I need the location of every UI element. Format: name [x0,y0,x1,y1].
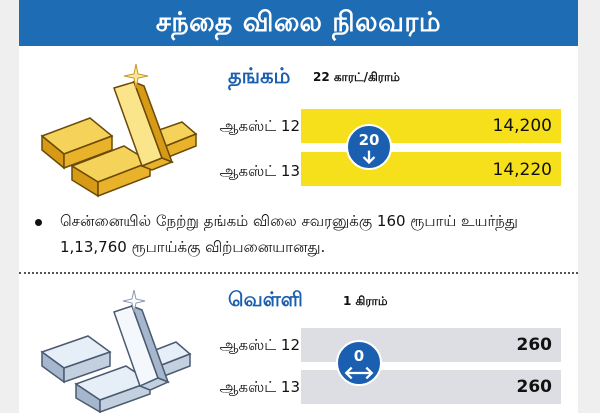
arrow-down-icon [362,150,376,165]
silver-change-badge: 0 [336,340,382,386]
silver-title: வெள்ளி [228,287,303,311]
silver-price-1: 260 [516,335,553,355]
gold-bar-row-2 [301,152,561,186]
section-divider [19,272,578,274]
page-title: சந்தை விலை நிலவரம் [155,7,442,38]
gold-note-text: சென்னையில் நேற்று தங்கம் விலை சவரனுக்கு … [60,212,518,256]
gold-change-badge: 20 [346,124,392,170]
silver-date-2: ஆகஸ்ட் 13 [219,378,300,396]
gold-change-value: 20 [358,131,380,149]
gold-unit: 22 காரட்/கிராம் [313,70,400,84]
gold-date-2: ஆகஸ்ட் 13 [219,162,300,180]
header-banner: சந்தை விலை நிலவரம் [19,0,578,46]
arrow-left-right-icon [344,366,374,380]
bullet-icon [35,208,47,234]
gold-title: தங்கம் [228,64,291,88]
gold-date-1: ஆகஸ்ட் 12 [219,117,300,135]
silver-date-1: ஆகஸ்ட் 12 [219,336,300,354]
silver-change-value: 0 [353,347,365,365]
right-margin [578,0,600,413]
silver-bars-icon [40,290,192,413]
gold-price-2: 14,220 [492,160,552,180]
gold-bars-icon [40,63,198,198]
left-margin [0,0,19,413]
gold-bar-row-1 [301,109,561,143]
silver-price-2: 260 [516,377,553,397]
silver-unit: 1 கிராம் [343,294,388,308]
gold-price-1: 14,200 [492,116,552,136]
